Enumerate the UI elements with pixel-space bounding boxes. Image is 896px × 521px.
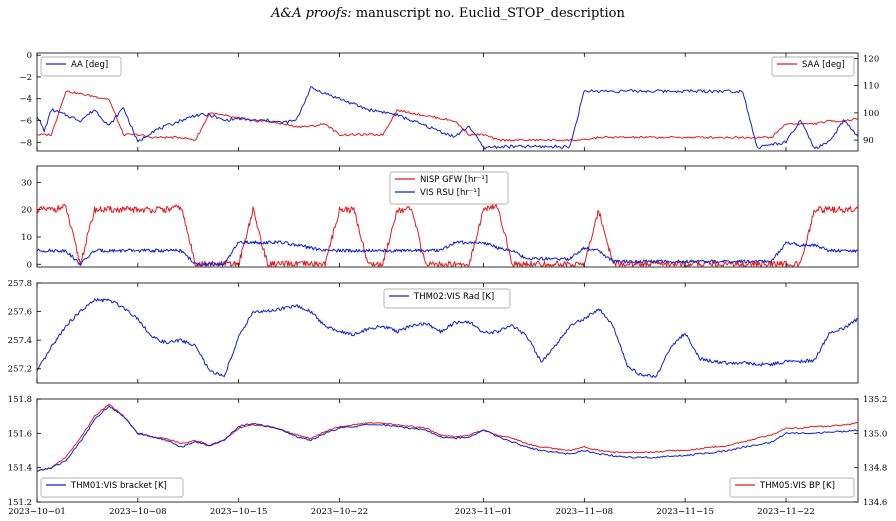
- x-tick-label: 2023−11−22: [757, 507, 815, 517]
- series-line-1-blue: [36, 240, 859, 267]
- legend-label: THM05:VIS BP [K]: [759, 481, 835, 491]
- x-tick-label: 2023−10−01: [8, 507, 66, 517]
- legend-box: [40, 56, 122, 77]
- y-tick-label: 257.8: [8, 279, 32, 289]
- y-tick-label-right: 134.6: [863, 498, 887, 508]
- manuscript-id: manuscript no. Euclid_STOP_description: [355, 6, 625, 21]
- series-line-1-blue: [36, 405, 859, 472]
- legend-box: [40, 477, 184, 498]
- y-tick-label: 0: [27, 51, 32, 61]
- series-line-0-red: [36, 90, 859, 142]
- y-tick-label-right: 135.0: [863, 429, 887, 439]
- y-tick-label-right: 135.2: [863, 395, 887, 405]
- y-tick-label: −6: [19, 117, 32, 127]
- legend-box: [729, 477, 855, 498]
- y-tick-label: 151.6: [8, 429, 32, 439]
- y-tick-label-right: 134.8: [863, 464, 887, 474]
- legend-box: [389, 171, 509, 205]
- panel-frame-2: [36, 282, 859, 384]
- y-tick-label: 151.2: [8, 498, 32, 508]
- series-line-1-blue: [36, 86, 859, 150]
- y-tick-label: 257.2: [8, 365, 32, 375]
- y-tick-label: 151.4: [8, 464, 32, 474]
- y-tick-label: 0: [27, 260, 32, 270]
- legend-label: AA [deg]: [71, 60, 108, 70]
- y-tick-label-right: 120: [863, 54, 879, 64]
- legend-label: THM01:VIS bracket [K]: [70, 481, 167, 491]
- x-tick-label: 2023−10−22: [311, 507, 369, 517]
- y-tick-label: 30: [21, 178, 32, 188]
- panel-frame-1: [36, 165, 859, 268]
- page-header: A&A proofs: manuscript no. Euclid_STOP_d…: [0, 6, 896, 21]
- x-tick-label: 2023−10−08: [109, 507, 167, 517]
- y-tick-label: 10: [21, 233, 32, 243]
- legend-box: [383, 288, 511, 309]
- y-tick-label: 257.6: [8, 308, 32, 318]
- y-tick-label-right: 90: [863, 136, 874, 146]
- legend-label: SAA [deg]: [802, 60, 845, 70]
- x-tick-label: 2023−11−15: [656, 507, 714, 517]
- legend-box: [771, 56, 855, 77]
- y-tick-label: 20: [21, 206, 32, 216]
- y-tick-label: −8: [19, 138, 32, 148]
- legend-label: VIS RSU [hr⁻¹]: [420, 188, 480, 198]
- legend-label: THM02:VIS Rad [K]: [413, 292, 494, 302]
- x-tick-label: 2023−11−01: [455, 507, 513, 517]
- y-tick-label-right: 110: [863, 82, 879, 92]
- series-line-0-red: [36, 203, 859, 267]
- panel-frame-0: [36, 52, 859, 152]
- series-line-0-blue: [36, 298, 859, 378]
- legend-label: NISP GFW [hr⁻¹]: [420, 175, 488, 185]
- y-tick-label: 257.4: [8, 336, 32, 346]
- series-line-0-red: [36, 403, 859, 472]
- y-tick-label: 151.8: [8, 395, 32, 405]
- y-tick-label-right: 100: [863, 109, 879, 119]
- y-tick-label: −4: [19, 95, 32, 105]
- x-tick-label: 2023−10−15: [210, 507, 268, 517]
- panel-frame-3: [36, 398, 859, 503]
- journal-name: A&A proofs:: [271, 6, 352, 21]
- y-tick-label: −2: [19, 73, 32, 83]
- x-tick-label: 2023−11−08: [556, 507, 614, 517]
